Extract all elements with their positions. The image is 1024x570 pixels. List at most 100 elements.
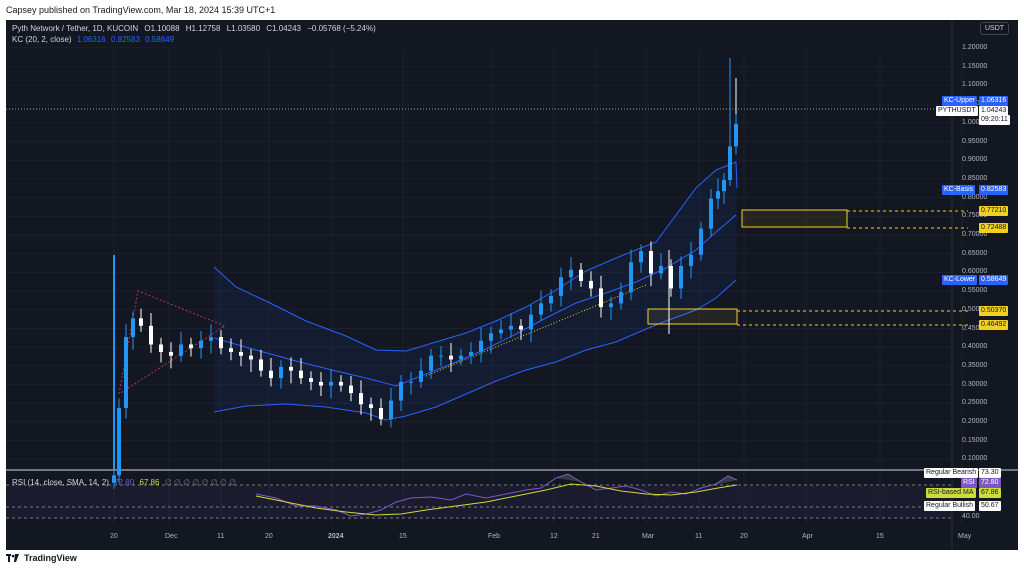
price-axis-label: 0.75000 (962, 212, 988, 220)
triangle-pattern (118, 290, 227, 395)
level-3-tag: 0.50370 (979, 306, 1009, 316)
candle-body (139, 318, 143, 326)
candle-body (519, 325, 523, 330)
rsi-bullish-value: 50.67 (979, 501, 1001, 511)
time-axis-label: 21 (592, 533, 600, 540)
candle-body (339, 381, 343, 386)
candle-body (229, 348, 233, 352)
chart-canvas[interactable] (6, 20, 1018, 550)
time-axis-label: 2024 (328, 533, 344, 540)
brand-name: TradingView (24, 553, 77, 563)
kc-upper-line (213, 161, 738, 352)
rsi-bearish-label: Regular Bearish (924, 468, 979, 478)
price-axis-label: 0.60000 (962, 268, 988, 276)
close-value: 1.04243 (272, 24, 301, 33)
candle-body (549, 295, 553, 304)
candle-body (379, 408, 383, 420)
candle-body (319, 381, 323, 386)
candle-body (569, 269, 573, 278)
time-axis-label: Feb (488, 533, 501, 540)
time-axis-label: 20 (110, 533, 118, 540)
candle-body (124, 337, 128, 409)
price-axis-label: 0.25000 (962, 399, 988, 407)
candle-body (179, 344, 183, 356)
candle-body (722, 180, 726, 192)
candle-body (269, 370, 273, 379)
candle-body (199, 340, 203, 349)
rsi-bullish-label: Regular Bullish (924, 501, 976, 511)
kc-lower-tag-label: KC-Lower (942, 275, 978, 285)
candle-body (349, 385, 353, 394)
kc-upper-tag-value: 1.06316 (979, 96, 1009, 106)
rsi-axis-label: 40.00 (962, 513, 980, 520)
candle-body (439, 355, 443, 357)
level-2-tag: 0.72488 (979, 223, 1009, 233)
price-axis-label: 0.80000 (962, 193, 988, 201)
high-value: 1.12758 (191, 24, 221, 33)
chart-area[interactable]: Pyth Network / Tether, 1D, KUCOIN O1.100… (6, 20, 1018, 550)
support-zone (647, 308, 738, 325)
kc-basis-tag-value: 0.82583 (979, 185, 1009, 195)
time-axis-label: May (958, 533, 972, 540)
currency-button[interactable]: USDT (980, 22, 1010, 35)
candle-body (649, 251, 653, 274)
candle-body (699, 228, 703, 255)
publish-header: Capsey published on TradingView.com, Mar… (0, 0, 1024, 20)
change-value: −0.05768 (−5.24%) (307, 24, 376, 33)
price-axis-label: 1.15000 (962, 62, 988, 70)
time-axis-label: 15 (399, 533, 407, 540)
rsi-ma-line (255, 483, 738, 516)
candle-body (449, 355, 453, 360)
candle-body (499, 329, 503, 334)
price-axis-label: 1.00000 (962, 118, 988, 126)
kc-upper-value: 1.06316 (76, 35, 106, 44)
rsi-ma-tag-value: 67.86 (979, 488, 1001, 498)
rsi-divergence-marker (556, 474, 581, 482)
published-line: Capsey published on TradingView.com, Mar… (6, 5, 276, 15)
candle-body (679, 265, 683, 289)
rsi-band (6, 485, 952, 518)
rsi-ma-value: 67.86 (139, 478, 160, 487)
keltner-channel-fill (214, 162, 737, 420)
time-axis-label: 20 (265, 533, 273, 540)
candle-body (309, 378, 313, 382)
price-axis-label: 0.95000 (962, 137, 988, 145)
candle-body (289, 366, 293, 371)
kc-lower-line (213, 279, 737, 421)
candle-body (529, 314, 533, 330)
kc-upper-tag-label: KC-Upper (942, 96, 978, 106)
candle-body (669, 265, 673, 289)
candle-body (599, 288, 603, 308)
candle-body (609, 303, 613, 308)
price-axis-label: 0.40000 (962, 343, 988, 351)
time-axis-label: Apr (802, 533, 813, 540)
resistance-zone (741, 209, 848, 228)
rsi-bearish-value: 73.30 (979, 468, 1001, 478)
tradingview-brand[interactable]: TradingView (6, 553, 77, 563)
candle-body (629, 262, 633, 293)
candle-body (728, 146, 732, 181)
low-label: L (226, 24, 232, 33)
time-axis-label: 12 (550, 533, 558, 540)
candle-body (279, 366, 283, 379)
kc-legend: KC (20, 2, close) 1.06316 0.82583 0.5864… (12, 35, 174, 44)
rsi-ma-tag-label: RSI-based MA (926, 488, 976, 498)
open-label: O (144, 24, 151, 33)
candle-body (359, 393, 363, 405)
rsi-divergence-marker (711, 476, 737, 486)
tradingview-logo-icon (6, 554, 19, 562)
candle-body (659, 265, 663, 274)
rsi-line (255, 473, 738, 517)
price-axis-label: 0.70000 (962, 231, 988, 238)
candle-body (716, 191, 720, 199)
high-label: H (185, 24, 192, 33)
price-axis-label: 0.10000 (962, 455, 988, 463)
candle-body (249, 355, 253, 360)
candle-body (189, 344, 193, 349)
price-axis-label: 0.35000 (962, 361, 988, 369)
time-axis-label: 20 (740, 533, 748, 540)
price-axis-label: 0.55000 (962, 287, 988, 295)
price-axis-label: 0.20000 (962, 418, 988, 425)
candle-body (639, 251, 643, 263)
candle-body (579, 269, 583, 281)
